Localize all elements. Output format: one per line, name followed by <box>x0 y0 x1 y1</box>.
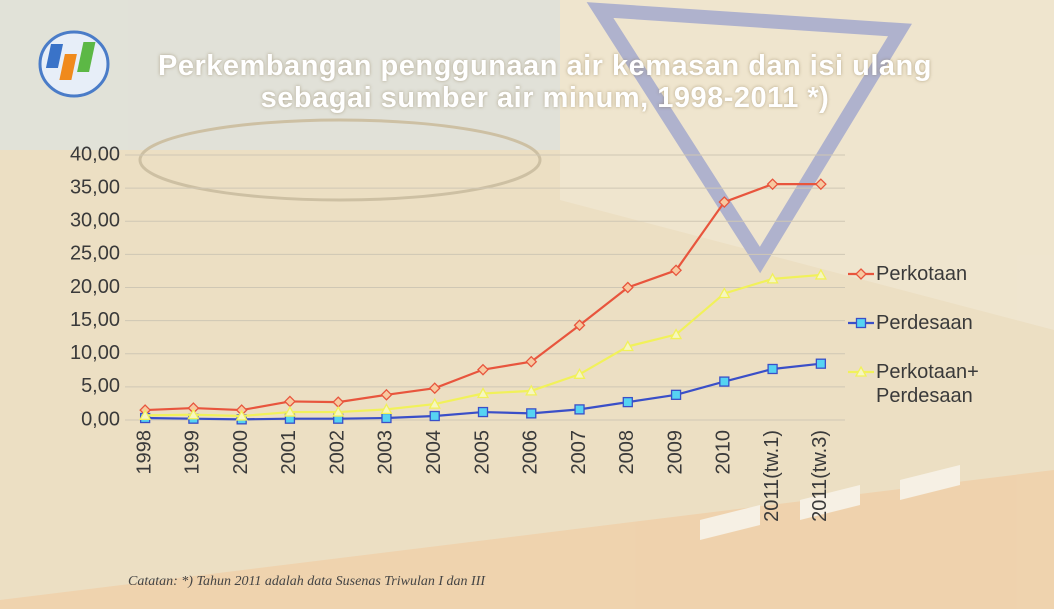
x-tick-label: 2005 <box>471 430 493 475</box>
x-tick-label: 2003 <box>375 430 397 475</box>
legend-item: Perdesaan <box>848 311 1046 335</box>
legend-swatch <box>848 262 874 286</box>
legend-label: Perkotaan <box>876 262 1046 286</box>
marker <box>478 365 488 375</box>
marker <box>430 412 439 421</box>
marker <box>527 409 536 418</box>
y-tick-label: 10,00 <box>70 342 120 364</box>
marker <box>575 405 584 414</box>
y-tick-label: 15,00 <box>70 309 120 331</box>
marker <box>857 319 866 328</box>
y-tick-label: 25,00 <box>70 243 120 265</box>
x-tick-label: 2001 <box>278 430 300 475</box>
x-tick-label: 2011(tw.3) <box>809 430 831 522</box>
y-tick-label: 30,00 <box>70 210 120 232</box>
x-tick-label: 1999 <box>182 430 204 475</box>
x-tick-label: 1998 <box>133 430 155 475</box>
marker <box>856 269 866 279</box>
marker <box>720 377 729 386</box>
marker <box>333 397 343 407</box>
x-tick-label: 2004 <box>423 430 445 475</box>
legend-label: Perdesaan <box>876 311 1046 335</box>
marker <box>285 396 295 406</box>
x-tick-label: 2007 <box>568 430 590 475</box>
x-tick-label: 2006 <box>520 430 542 475</box>
slide: 0,00 5,00 10,00 15,00 20,00 25,00 30,00 35,00 40… <box>0 0 1054 609</box>
logo <box>40 32 108 96</box>
y-tick-label: 40,00 <box>70 143 120 165</box>
y-tick-label: 20,00 <box>70 276 120 298</box>
marker <box>430 383 440 393</box>
y-tick-label: 35,00 <box>70 176 120 198</box>
x-tick-label: 2009 <box>664 430 686 475</box>
x-tick-label: 2002 <box>326 430 348 475</box>
marker <box>816 359 825 368</box>
y-tick-label: 0,00 <box>81 408 120 430</box>
x-tick-label: 2008 <box>616 430 638 475</box>
legend-swatch <box>848 360 874 384</box>
legend-item: Perkotaan <box>848 262 1046 286</box>
x-tick-label: 2010 <box>713 430 735 475</box>
marker <box>575 369 585 378</box>
legend-item: Perkotaan+ Perdesaan <box>848 360 1046 408</box>
footnote: Catatan: *) Tahun 2011 adalah data Susen… <box>128 574 485 590</box>
x-tick-label: 2000 <box>230 430 252 475</box>
legend-label: Perkotaan+ Perdesaan <box>876 360 1046 408</box>
marker <box>382 414 391 423</box>
marker <box>623 398 632 407</box>
marker <box>768 364 777 373</box>
marker <box>479 408 488 417</box>
legend-swatch <box>848 311 874 335</box>
x-tick-label: 2011(tw.1) <box>761 430 783 522</box>
chart-title: Perkembangan penggunaan air kemasan dan … <box>130 50 960 114</box>
marker <box>381 390 391 400</box>
y-tick-label: 5,00 <box>81 375 120 397</box>
marker <box>672 390 681 399</box>
